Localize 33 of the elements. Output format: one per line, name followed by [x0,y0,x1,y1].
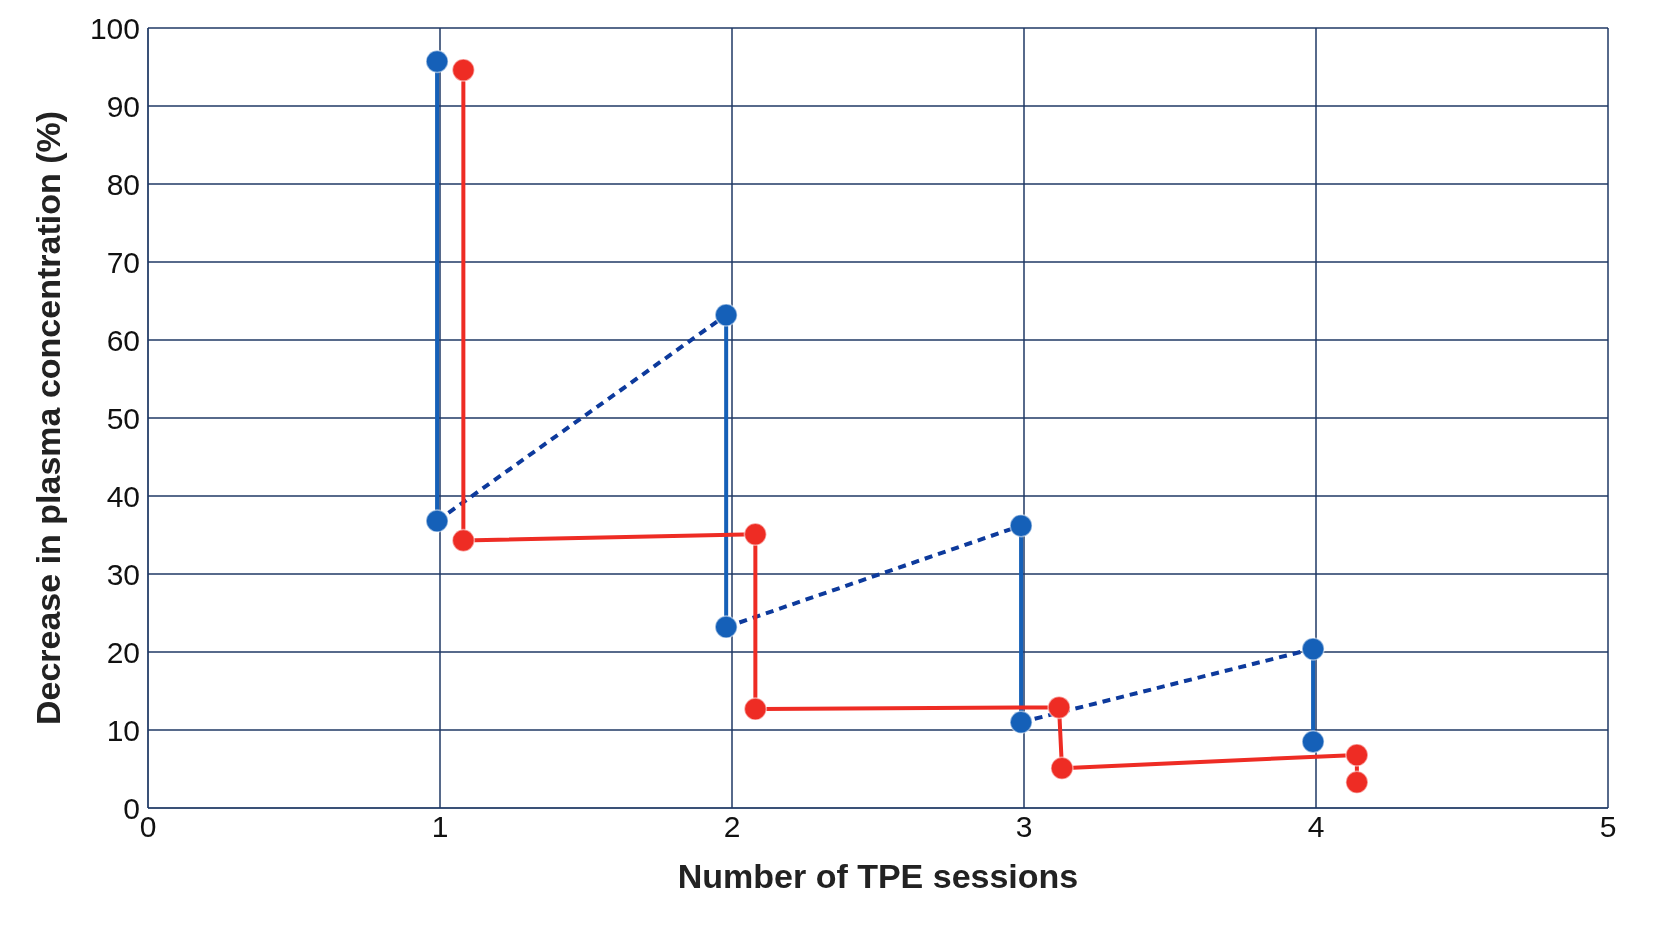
point [743,522,768,546]
point [425,509,449,533]
point [451,528,476,553]
point [1050,756,1074,780]
x-tick-label: 1 [431,810,449,844]
x-tick-label: 2 [723,810,741,844]
x-tick-label: 4 [1307,810,1325,844]
point [451,58,476,82]
y-tick-label: 10 [106,713,140,747]
y-tick-label: 30 [106,557,140,591]
point [1345,743,1369,767]
y-tick-label: 60 [106,323,140,357]
point [743,697,768,721]
y-axis-title: Decrease in plasma concentration (%) [29,110,68,726]
y-tick-label: 70 [106,245,140,279]
point [1301,637,1325,661]
y-tick-label: 50 [106,401,140,435]
point [714,303,738,327]
y-tick-label: 100 [89,11,140,45]
point [1345,770,1369,795]
point [1009,710,1033,734]
point [425,49,449,74]
point [1009,513,1033,538]
point [1301,729,1325,754]
x-tick-label: 3 [1015,810,1033,844]
x-tick-label: 5 [1599,810,1617,844]
point [714,615,738,639]
y-tick-label: 80 [106,167,140,201]
y-tick-label: 40 [106,479,140,513]
x-axis-title: Number of TPE sessions [677,857,1079,895]
point [1047,695,1071,720]
y-tick-label: 90 [106,89,140,123]
y-tick-label: 20 [106,635,140,669]
